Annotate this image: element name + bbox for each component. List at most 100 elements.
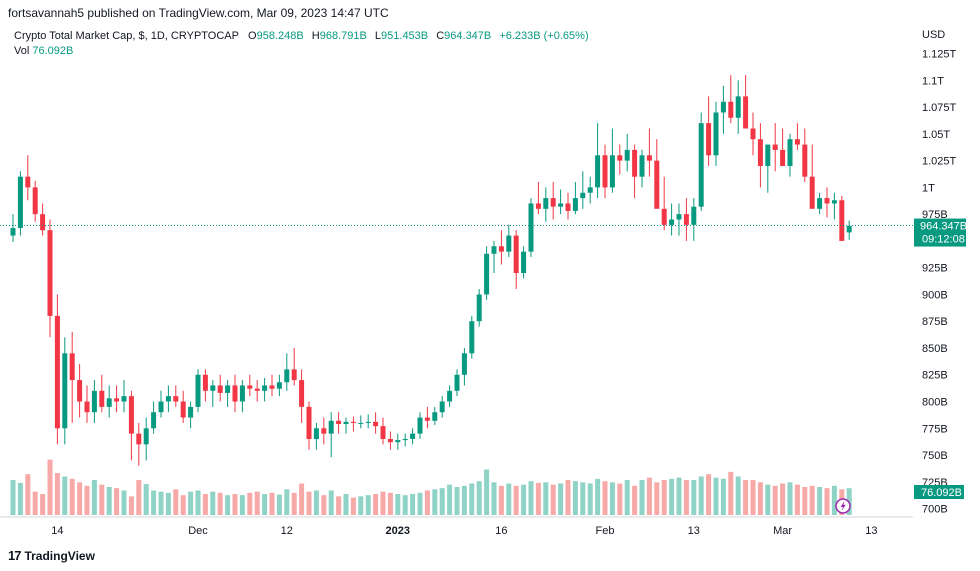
candle <box>587 176 593 204</box>
volume-bar <box>706 474 712 515</box>
y-tick-label: 925B <box>922 263 948 275</box>
volume-bar <box>143 484 149 515</box>
volume-bar <box>765 484 771 515</box>
candle <box>365 414 371 429</box>
candle <box>387 431 393 450</box>
candle <box>476 289 482 327</box>
candle <box>158 390 164 418</box>
candle <box>321 417 327 445</box>
volume-bar <box>476 481 482 515</box>
volume-bar <box>410 494 416 515</box>
volume-bar <box>180 495 186 515</box>
candle <box>802 128 808 183</box>
candle <box>69 331 75 423</box>
tradingview-footer[interactable]: 17 TradingView <box>8 548 95 563</box>
y-tick-label: 850B <box>922 343 948 355</box>
candle <box>572 182 578 215</box>
volume-bar <box>54 473 60 515</box>
volume-bar <box>239 495 245 515</box>
volume-bar <box>69 478 75 515</box>
volume-bar <box>195 490 201 515</box>
candle <box>595 123 601 199</box>
candle <box>543 187 549 222</box>
volume-bar <box>787 482 793 515</box>
volume-bar <box>373 494 379 515</box>
volume-bar <box>358 496 364 515</box>
volume-bar <box>720 478 726 515</box>
candle <box>91 380 97 423</box>
volume-bar <box>321 495 327 515</box>
volume-bar <box>572 481 578 515</box>
candle <box>683 198 689 241</box>
currency-label: USD <box>922 29 945 41</box>
volume-bar <box>336 496 342 515</box>
candle <box>47 219 53 338</box>
candle <box>831 192 837 220</box>
volume-bar <box>254 491 260 515</box>
volume-legend: Vol 76.092B <box>14 45 73 57</box>
volume-bar <box>602 481 608 515</box>
candle <box>706 96 712 166</box>
candle <box>225 380 231 407</box>
volume-bar <box>484 469 490 515</box>
volume-bar <box>743 480 749 515</box>
volume-bar <box>365 495 371 515</box>
candle <box>720 85 726 134</box>
candle <box>757 123 763 188</box>
volume-bar <box>262 494 268 515</box>
tradingview-logo-icon: 17 <box>8 548 22 563</box>
replay-lightning-button[interactable] <box>835 498 851 514</box>
candle <box>10 214 16 242</box>
candle <box>173 385 179 407</box>
volume-bar <box>217 492 223 515</box>
candle <box>735 80 741 134</box>
candle <box>461 347 467 386</box>
volume-bar <box>424 490 430 515</box>
candle <box>469 315 475 359</box>
candle <box>528 198 534 257</box>
candle <box>217 374 223 402</box>
candle <box>410 428 416 445</box>
candle <box>54 294 60 445</box>
y-tick-label: 900B <box>922 289 948 301</box>
candle <box>343 417 349 434</box>
volume-bar <box>17 482 23 515</box>
volume-bar <box>151 490 157 515</box>
volume-bar <box>521 484 527 515</box>
volume-bar <box>535 482 541 515</box>
candle <box>276 374 282 397</box>
volume-bar <box>106 487 112 515</box>
volume-bar <box>506 483 512 515</box>
volume-bar <box>824 488 830 515</box>
candle <box>498 230 504 265</box>
candle <box>284 353 290 391</box>
candle <box>424 406 430 429</box>
candle <box>136 422 142 466</box>
candle <box>780 128 786 166</box>
symbol-name[interactable]: Crypto Total Market Cap, $, 1D, CRYPTOCA… <box>14 30 239 42</box>
volume-bar <box>624 480 630 515</box>
candle <box>373 412 379 434</box>
candle <box>639 149 645 188</box>
candle <box>454 369 460 397</box>
y-axis[interactable]: 1.125T1.1T1.075T1.05T1.025T1T975B950B925… <box>922 49 957 516</box>
volume-bar <box>247 492 253 515</box>
open-label: O <box>248 30 257 42</box>
volume-bar <box>84 485 90 515</box>
y-tick-label: 825B <box>922 370 948 382</box>
candle <box>765 144 771 193</box>
x-axis[interactable]: 14 Dec 12 2023 16 Feb 13 Mar 13 <box>51 525 877 537</box>
volume-bar <box>343 494 349 515</box>
candle <box>232 374 238 413</box>
volume-bar <box>543 482 549 515</box>
candle <box>550 182 556 220</box>
volume-bar <box>291 492 297 515</box>
candle <box>439 396 445 418</box>
x-tick-label: 12 <box>281 525 293 537</box>
last-price-tag: 964.347B 09:12:08 <box>914 218 967 247</box>
candle <box>713 101 719 166</box>
volume-bar <box>114 488 120 515</box>
candle <box>646 128 652 177</box>
candle <box>239 380 245 413</box>
